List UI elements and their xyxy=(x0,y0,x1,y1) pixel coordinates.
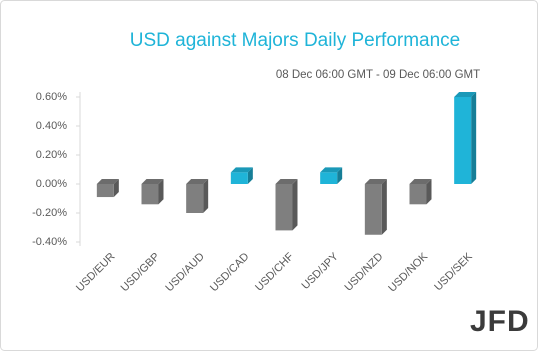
bar-top xyxy=(230,167,253,173)
bar-side xyxy=(292,179,298,231)
logo: JFD xyxy=(470,305,530,338)
y-tick-label: 0.40% xyxy=(36,120,67,132)
y-tick-label: 0.60% xyxy=(36,91,67,103)
bar xyxy=(96,184,114,198)
bar-side xyxy=(426,179,432,205)
bar-top xyxy=(320,167,343,173)
bar xyxy=(141,184,159,205)
bar-top xyxy=(186,179,209,184)
bar xyxy=(186,184,204,213)
bar-side xyxy=(337,167,343,184)
y-tick-label: 0.20% xyxy=(36,149,67,161)
bar xyxy=(275,184,293,231)
y-tick-label: -0.40% xyxy=(32,236,67,248)
bar-side xyxy=(247,167,253,184)
bar-top xyxy=(454,92,477,97)
bar-top xyxy=(141,179,164,184)
bar-side xyxy=(381,179,387,235)
bar xyxy=(454,97,472,184)
chart-subtitle: 08 Dec 06:00 GMT - 09 Dec 06:00 GMT xyxy=(276,69,480,81)
bar-top xyxy=(364,179,387,184)
bar xyxy=(230,172,248,184)
bar-side xyxy=(158,179,164,205)
chart-title: USD against Majors Daily Performance xyxy=(130,30,461,51)
bar-top xyxy=(275,179,298,184)
bar-side xyxy=(471,92,477,184)
bar-side xyxy=(203,179,209,213)
bar-top xyxy=(409,179,432,184)
bar xyxy=(320,172,338,184)
bar-top xyxy=(96,179,119,184)
bar xyxy=(409,184,427,205)
bar xyxy=(364,184,382,235)
y-tick-label: 0.00% xyxy=(36,178,67,190)
bar-side xyxy=(113,179,119,198)
y-tick-label: -0.20% xyxy=(32,207,67,219)
